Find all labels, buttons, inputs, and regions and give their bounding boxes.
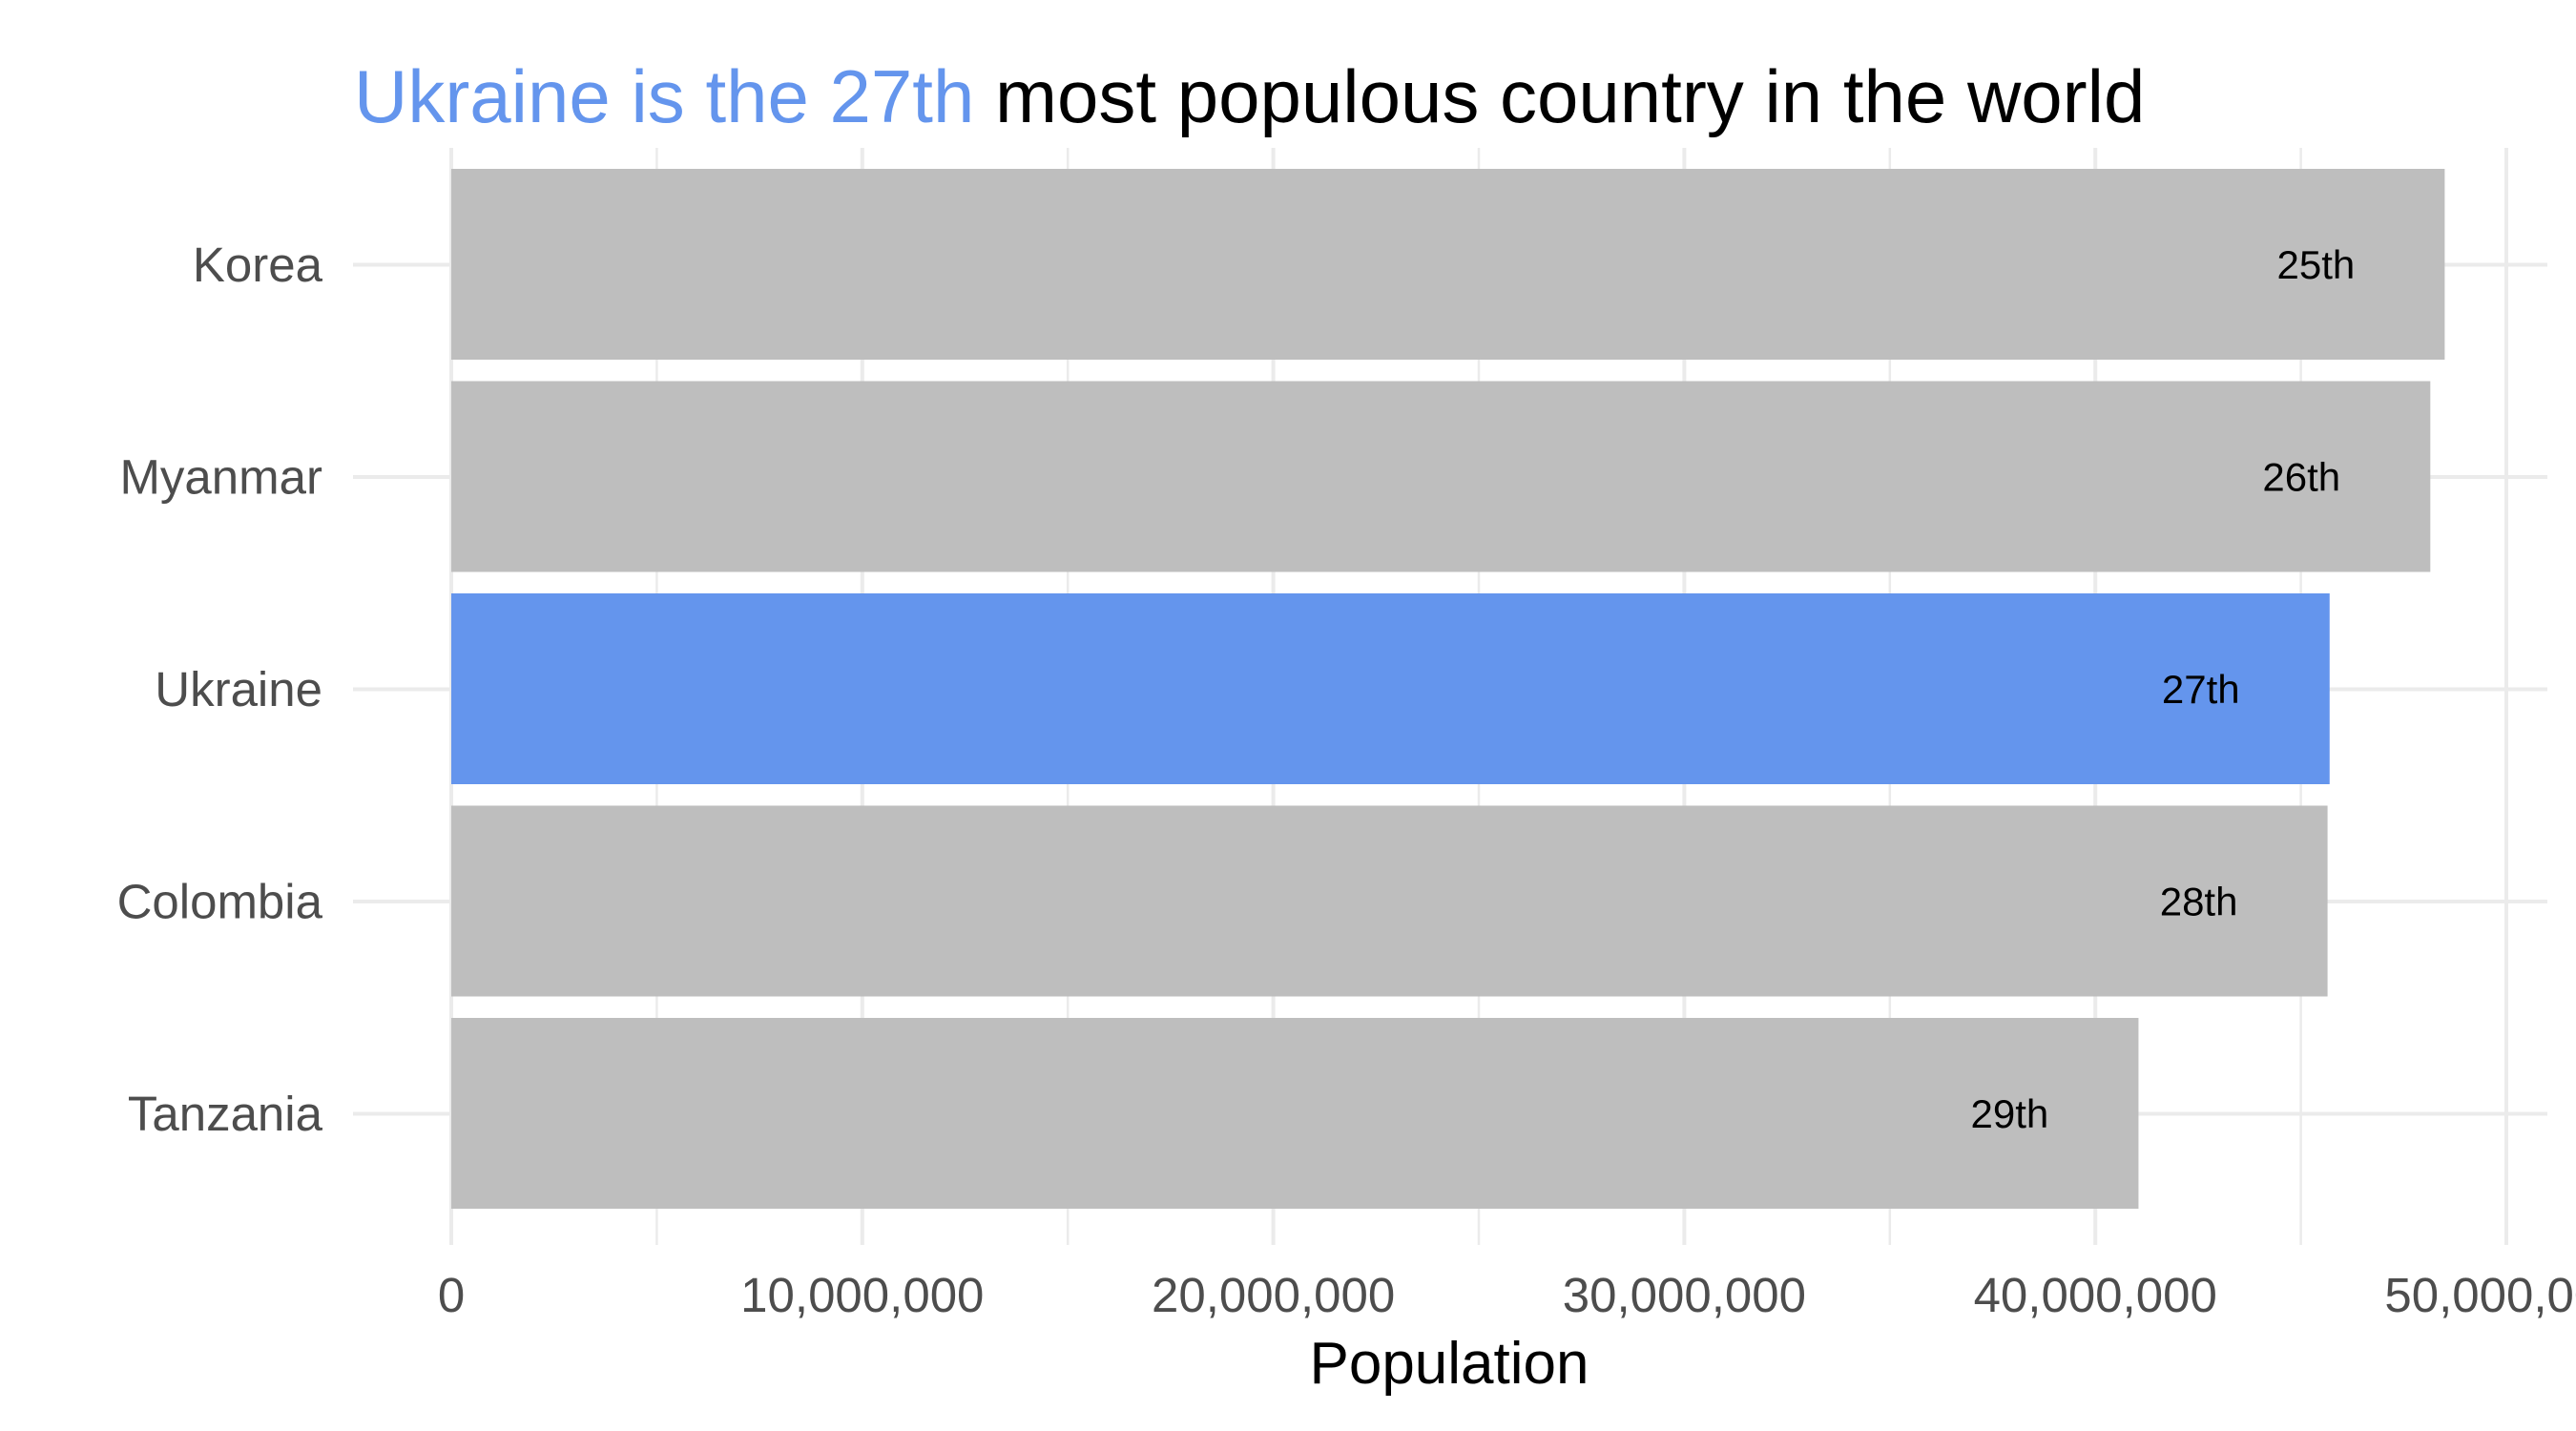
rank-label-korea: 25th [2277, 242, 2356, 287]
x-tick-labels: 0 10,000,000 20,000,000 30,000,000 40,000,00… [438, 1268, 2576, 1322]
category-label-tanzania: Tanzania [128, 1087, 323, 1141]
category-label-myanmar: Myanmar [119, 450, 322, 505]
title-rest: most populous country in the world [974, 54, 2145, 138]
chart-title: Ukraine is the 27th most populous countr… [354, 54, 2145, 138]
rank-labels: 25th 26th 27th 28th 29th [1971, 242, 2356, 1136]
x-tick-label: 20,000,000 [1152, 1268, 1395, 1322]
x-tick-label: 50,000,000 [2384, 1268, 2576, 1322]
x-axis-title: Population [1309, 1331, 1589, 1397]
x-tick-label: 0 [438, 1268, 465, 1322]
bar-korea [451, 169, 2445, 360]
x-tick-label: 40,000,000 [1974, 1268, 2217, 1322]
x-tick-label: 30,000,000 [1563, 1268, 1806, 1322]
bar-ukraine [451, 593, 2330, 784]
category-label-korea: Korea [193, 238, 323, 292]
bar-tanzania [451, 1018, 2139, 1209]
rank-label-tanzania: 29th [1971, 1091, 2049, 1136]
rank-label-myanmar: 26th [2262, 455, 2340, 500]
category-label-colombia: Colombia [117, 875, 323, 929]
x-tick-label: 10,000,000 [740, 1268, 984, 1322]
rank-label-ukraine: 27th [2162, 667, 2240, 712]
bar-colombia [451, 805, 2328, 997]
bars [451, 169, 2445, 1209]
rank-label-colombia: 28th [2160, 880, 2238, 924]
title-highlight: Ukraine is the 27th [354, 54, 974, 138]
category-labels: Korea Myanmar Ukraine Colombia Tanzania [117, 238, 323, 1141]
category-label-ukraine: Ukraine [155, 662, 322, 716]
bar-myanmar [451, 381, 2431, 572]
